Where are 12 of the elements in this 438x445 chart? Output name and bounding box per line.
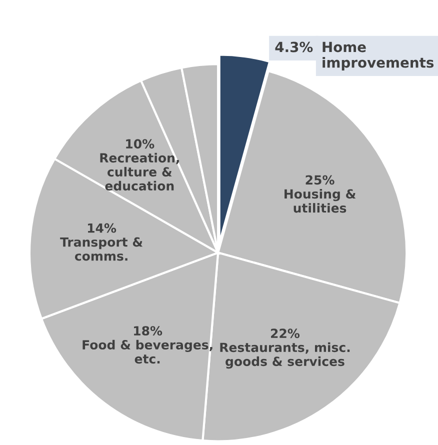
data-label: 14%: [88, 223, 116, 233]
slice-label: Transport & comms.: [60, 237, 143, 261]
slice-label: Recreation, culture & education: [100, 152, 179, 191]
slice-label: Food & beverages, etc.: [82, 340, 212, 364]
data-label: 22%: [271, 328, 300, 338]
data-label: 4.3%: [275, 42, 313, 52]
data-label: 18%: [134, 326, 162, 336]
data-label: 10%: [126, 139, 154, 149]
slice-label: Housing & utilities: [284, 188, 356, 213]
slice-label: Restaurants, misc. goods & services: [220, 342, 350, 369]
data-label: 25%: [306, 175, 334, 185]
slice-label: Home improvements: [322, 42, 434, 70]
